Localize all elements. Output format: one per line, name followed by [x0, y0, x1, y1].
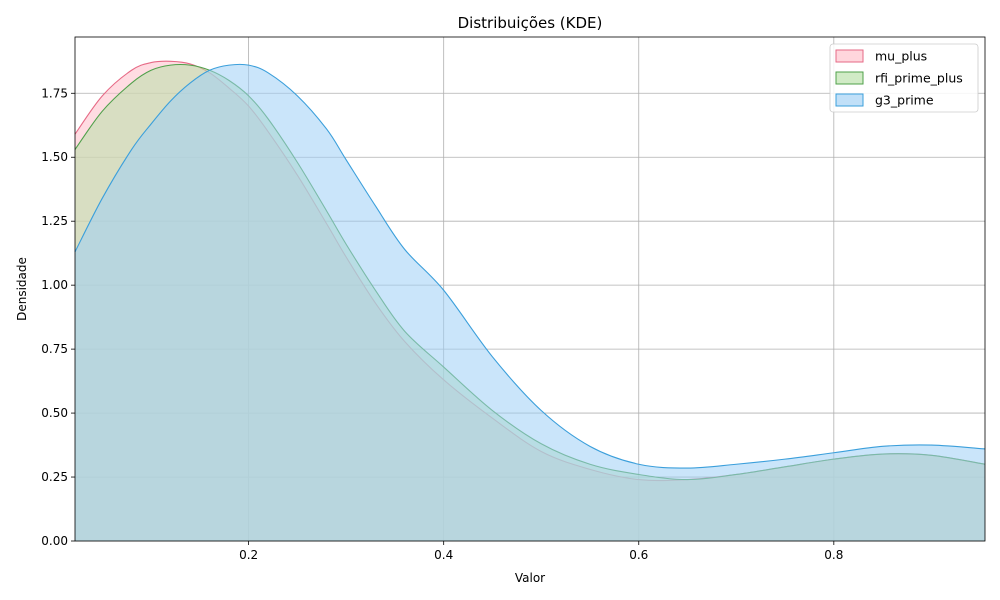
- legend-label-g3_prime: g3_prime: [875, 93, 934, 108]
- y-axis-ticks: 0.00 0.25 0.50 0.75 1.00 1.25 1.50 1.75: [41, 86, 75, 548]
- y-axis-label: Densidade: [15, 257, 29, 321]
- x-tick-label-1: 0.4: [434, 548, 453, 562]
- legend-swatch-mu_plus: [835, 49, 864, 63]
- x-axis-ticks: 0.2 0.4 0.6 0.8: [239, 541, 843, 562]
- chart-title: Distribuições (KDE): [458, 14, 603, 32]
- legend-box: [829, 43, 979, 113]
- y-tick-label-1: 0.25: [41, 470, 68, 484]
- legend-label-mu_plus: mu_plus: [875, 49, 927, 64]
- legend-swatch-rfi_prime_plus: [835, 71, 864, 85]
- x-tick-label-2: 0.6: [629, 548, 648, 562]
- y-tick-label-2: 0.50: [41, 406, 68, 420]
- legend-label-rfi_prime_plus: rfi_prime_plus: [875, 71, 963, 86]
- line-g3_prime: [74, 63, 986, 469]
- x-tick-label-3: 0.8: [824, 548, 843, 562]
- y-tick-label-6: 1.50: [41, 150, 68, 164]
- y-tick-label-0: 0.00: [41, 534, 68, 548]
- y-tick-label-3: 0.75: [41, 342, 68, 356]
- y-tick-label-5: 1.25: [41, 214, 68, 228]
- legend: mu_plus rfi_prime_plus g3_prime: [829, 43, 979, 113]
- legend-swatch-g3_prime: [835, 93, 864, 107]
- x-tick-label-0: 0.2: [239, 548, 258, 562]
- x-axis-label: Valor: [515, 571, 545, 585]
- y-tick-label-4: 1.00: [41, 278, 68, 292]
- plot-frame: [74, 36, 986, 542]
- area-g3_prime: [75, 64, 985, 542]
- y-tick-label-7: 1.75: [41, 86, 68, 100]
- series-areas: [74, 60, 986, 542]
